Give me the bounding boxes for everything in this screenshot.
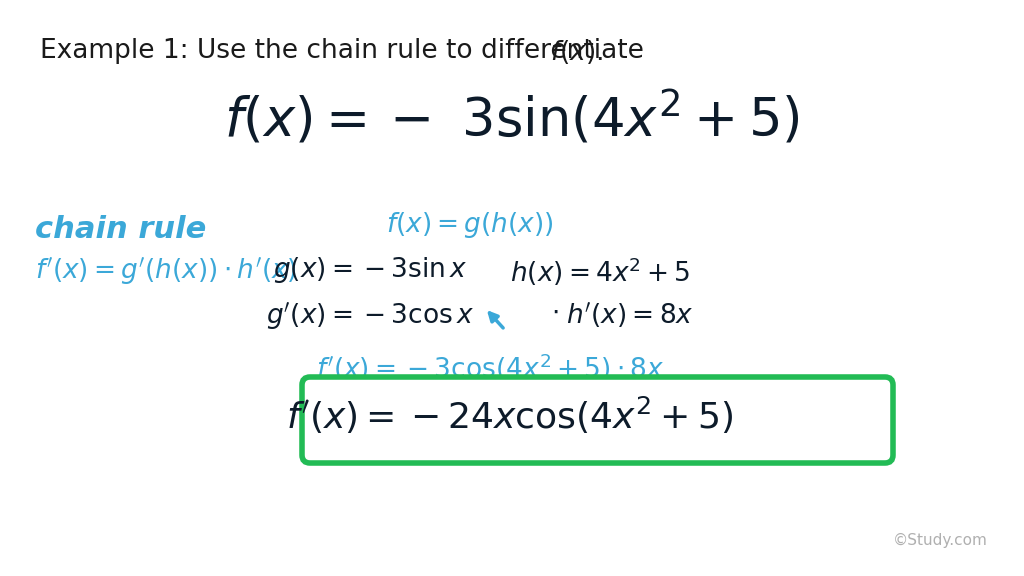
- FancyBboxPatch shape: [302, 377, 893, 463]
- Text: $f'(x)=-24x\cos(4x^2+5)$: $f'(x)=-24x\cos(4x^2+5)$: [287, 395, 733, 435]
- Text: Example 1: Use the chain rule to differentiate: Example 1: Use the chain rule to differe…: [40, 38, 652, 64]
- Text: $f(x) = -\ 3\sin\!\left(4x^2+5\right)$: $f(x) = -\ 3\sin\!\left(4x^2+5\right)$: [224, 89, 800, 147]
- Text: $f(x)$.: $f(x)$.: [550, 38, 603, 66]
- Text: $h(x)= 4x^2+5$: $h(x)= 4x^2+5$: [510, 255, 690, 287]
- Text: $f(x)= g(h(x))$: $f(x)= g(h(x))$: [386, 210, 554, 240]
- Text: $g(x)= -3\sin x$: $g(x)= -3\sin x$: [272, 255, 467, 285]
- Text: $h'(x)= 8x$: $h'(x)= 8x$: [566, 300, 694, 330]
- Text: ©Study.com: ©Study.com: [893, 533, 987, 548]
- Text: $f'(x)= g'(h(x))\cdot h'(x)$: $f'(x)= g'(h(x))\cdot h'(x)$: [35, 255, 297, 287]
- Text: $f'(x)=-3\cos(4x^2+5)\cdot 8x$: $f'(x)=-3\cos(4x^2+5)\cdot 8x$: [315, 352, 665, 385]
- Text: $g'(x)=-3\cos x$: $g'(x)=-3\cos x$: [266, 300, 474, 332]
- Text: $\cdot$: $\cdot$: [551, 300, 559, 326]
- Text: chain rule: chain rule: [35, 215, 206, 244]
